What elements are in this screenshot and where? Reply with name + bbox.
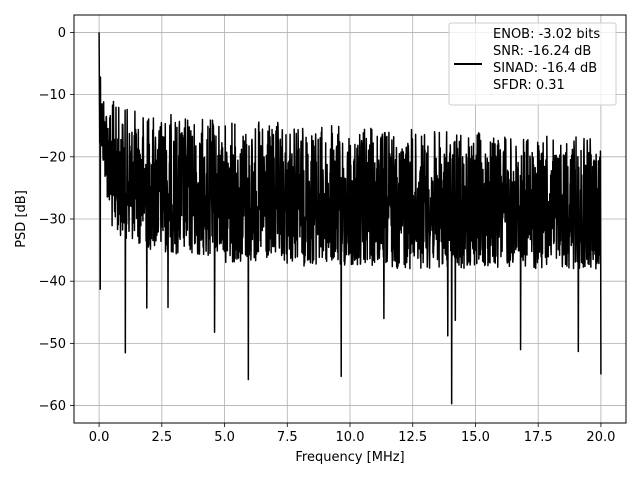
x-axis-label: Frequency [MHz] (295, 450, 404, 465)
x-tick-label: 5.0 (214, 430, 235, 445)
y-tick-label: −10 (39, 88, 66, 103)
legend-snr: SNR: -16.24 dB (493, 44, 591, 59)
legend-sfdr: SFDR: 0.31 (493, 78, 565, 93)
x-tick-label: 17.5 (524, 430, 553, 445)
psd-series-line (98, 32, 602, 405)
y-tick-label: −30 (39, 213, 66, 228)
x-tick-label: 7.5 (277, 430, 298, 445)
y-axis-label: PSD [dB] (14, 190, 29, 248)
legend-sinad: SINAD: -16.4 dB (493, 61, 597, 76)
legend: ENOB: -3.02 bits SNR: -16.24 dB SINAD: -… (448, 22, 617, 106)
legend-enob: ENOB: -3.02 bits (493, 27, 600, 42)
x-tick-label: 0.0 (89, 430, 110, 445)
x-tick-label: 12.5 (398, 430, 427, 445)
y-tick-label: 0 (58, 26, 66, 41)
y-tick-label: −40 (39, 275, 66, 290)
series-layer (98, 32, 602, 405)
legend-box (448, 22, 617, 106)
x-tick-label: 10.0 (336, 430, 365, 445)
x-tick-label: 2.5 (151, 430, 172, 445)
y-tick-label: −60 (39, 399, 66, 414)
x-tick-label: 15.0 (461, 430, 490, 445)
ticks-layer: 0.0 2.5 5.0 7.5 10.0 12.5 15.0 17.5 20.0 0 −10 −20 −… (39, 26, 616, 445)
x-tick-label: 20.0 (586, 430, 615, 445)
y-tick-label: −20 (39, 150, 66, 165)
y-tick-label: −50 (39, 337, 66, 352)
